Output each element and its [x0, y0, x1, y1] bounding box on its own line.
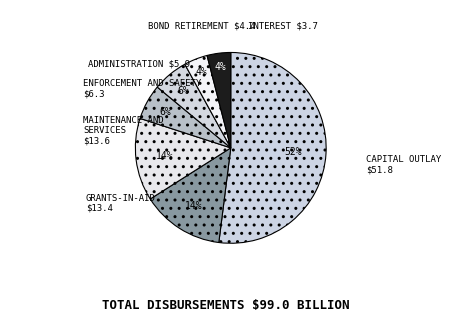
Wedge shape	[150, 148, 230, 243]
Text: 4%: 4%	[214, 62, 226, 73]
Text: ADMINISTRATION $5.9: ADMINISTRATION $5.9	[87, 59, 189, 68]
Wedge shape	[184, 55, 230, 148]
Text: 14%: 14%	[185, 201, 202, 211]
Wedge shape	[135, 118, 230, 199]
Text: TOTAL DISBURSEMENTS $99.0 BILLION: TOTAL DISBURSEMENTS $99.0 BILLION	[102, 299, 349, 312]
Wedge shape	[157, 64, 230, 148]
Text: MAINTENANCE AND
SERVICES
$13.6: MAINTENANCE AND SERVICES $13.6	[83, 116, 163, 146]
Text: GRANTS-IN-AID
$13.4: GRANTS-IN-AID $13.4	[86, 193, 155, 213]
Wedge shape	[140, 87, 230, 148]
Text: 52%: 52%	[283, 147, 301, 157]
Wedge shape	[207, 52, 230, 148]
Text: ENFORCEMENT AND SAFETY
$6.3: ENFORCEMENT AND SAFETY $6.3	[83, 79, 201, 99]
Text: INTEREST $3.7: INTEREST $3.7	[248, 21, 318, 30]
Text: 6%: 6%	[177, 86, 189, 95]
Text: BOND RETIREMENT $4.4: BOND RETIREMENT $4.4	[148, 21, 255, 30]
Text: 4%: 4%	[195, 67, 207, 78]
Text: 6%: 6%	[159, 107, 171, 117]
Text: 14%: 14%	[155, 151, 173, 161]
Text: CAPITAL OUTLAY
$51.8: CAPITAL OUTLAY $51.8	[365, 155, 441, 175]
Wedge shape	[218, 52, 326, 243]
